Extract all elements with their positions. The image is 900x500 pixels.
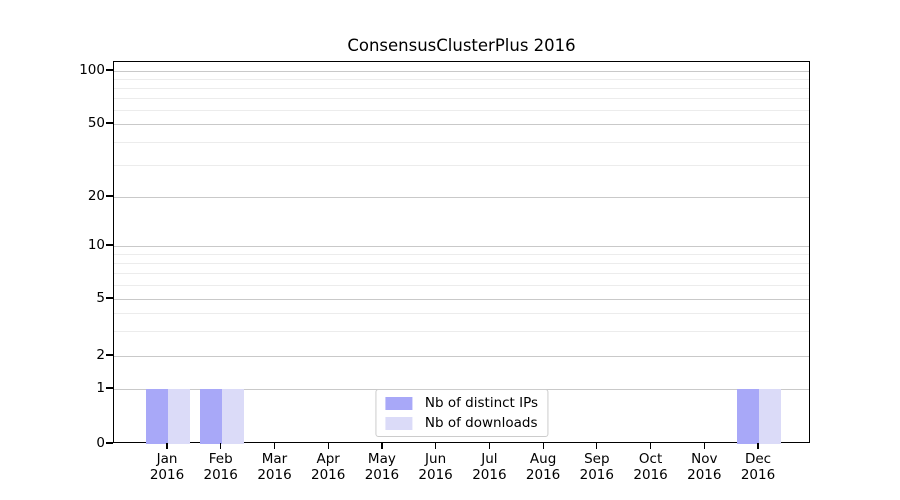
legend-label-distinct-ips: Nb of distinct IPs: [424, 395, 539, 411]
x-tick-label: Jul 2016: [472, 451, 507, 483]
x-tick-label: Feb 2016: [203, 451, 238, 483]
x-tick-label: Jun 2016: [418, 451, 453, 483]
x-tick-mark: [327, 443, 329, 449]
x-tick-label: Oct 2016: [633, 451, 668, 483]
x-tick-label: May 2016: [364, 451, 400, 483]
x-tick-mark: [488, 443, 490, 449]
y-tick-mark: [106, 195, 113, 197]
gridline-major: [114, 299, 809, 300]
y-tick-label: 2: [96, 347, 105, 363]
legend-swatch-distinct-ips-icon: [384, 396, 412, 410]
y-tick-mark: [106, 442, 113, 444]
y-tick-mark: [106, 387, 113, 389]
y-tick-mark: [106, 297, 113, 299]
legend: Nb of distinct IPs Nb of downloads: [374, 389, 549, 437]
bar-distinct-ips: [146, 389, 168, 444]
x-tick-label: Nov 2016: [687, 451, 722, 483]
gridline-minor: [114, 98, 809, 100]
bar-downloads: [221, 389, 244, 444]
gridline-minor: [114, 254, 809, 256]
gridline-minor: [114, 141, 809, 143]
y-tick-mark: [106, 122, 113, 124]
x-tick-mark: [381, 443, 383, 449]
gridline-major: [114, 197, 809, 198]
x-tick-mark: [542, 443, 544, 449]
y-tick-mark: [106, 69, 113, 71]
y-tick-label: 5: [96, 290, 105, 306]
y-tick-label: 10: [87, 237, 105, 253]
x-tick-mark: [435, 443, 437, 449]
gridline-major: [114, 246, 809, 247]
gridline-minor: [114, 79, 809, 81]
gridline-minor: [114, 273, 809, 275]
legend-item-distinct-ips: Nb of distinct IPs: [384, 395, 539, 411]
x-tick-label: Mar 2016: [257, 451, 292, 483]
y-tick-label: 50: [87, 115, 105, 131]
gridline-minor: [114, 164, 809, 166]
legend-item-downloads: Nb of downloads: [384, 415, 538, 431]
y-tick-label: 20: [87, 188, 105, 204]
gridline-minor: [114, 110, 809, 111]
x-tick-mark: [220, 443, 222, 449]
x-tick-mark: [649, 443, 652, 449]
legend-label-downloads: Nb of downloads: [424, 415, 538, 431]
gridline-major: [114, 71, 809, 72]
x-tick-mark: [273, 443, 276, 449]
y-tick-mark: [106, 244, 113, 246]
gridline-major: [114, 356, 809, 357]
y-tick-mark: [106, 354, 113, 356]
gridline-minor: [114, 330, 809, 332]
gridline-minor: [114, 312, 809, 314]
gridline-minor: [114, 263, 809, 265]
x-tick-mark: [596, 443, 598, 449]
x-tick-mark: [166, 443, 168, 449]
bar-downloads: [759, 389, 781, 444]
bar-distinct-ips: [199, 389, 222, 444]
gridline-minor: [114, 88, 809, 90]
x-tick-mark: [703, 443, 705, 449]
x-tick-label: Jan 2016: [149, 451, 185, 483]
x-tick-label: Aug 2016: [525, 451, 561, 483]
x-tick-label: Sep 2016: [579, 451, 614, 483]
y-tick-label: 0: [96, 435, 105, 451]
gridline-minor: [114, 285, 809, 286]
x-tick-mark: [757, 443, 759, 449]
chart-title: ConsensusClusterPlus 2016: [347, 36, 576, 55]
x-tick-label: Dec 2016: [740, 451, 776, 483]
y-tick-label: 100: [79, 62, 105, 78]
gridline-major: [114, 124, 809, 125]
bar-downloads: [168, 389, 190, 444]
x-tick-label: Apr 2016: [311, 451, 346, 483]
plot-area: Nb of distinct IPs Nb of downloads: [113, 61, 810, 444]
y-tick-label: 1: [96, 380, 105, 396]
bar-distinct-ips: [737, 389, 759, 444]
legend-swatch-downloads-icon: [384, 416, 412, 430]
